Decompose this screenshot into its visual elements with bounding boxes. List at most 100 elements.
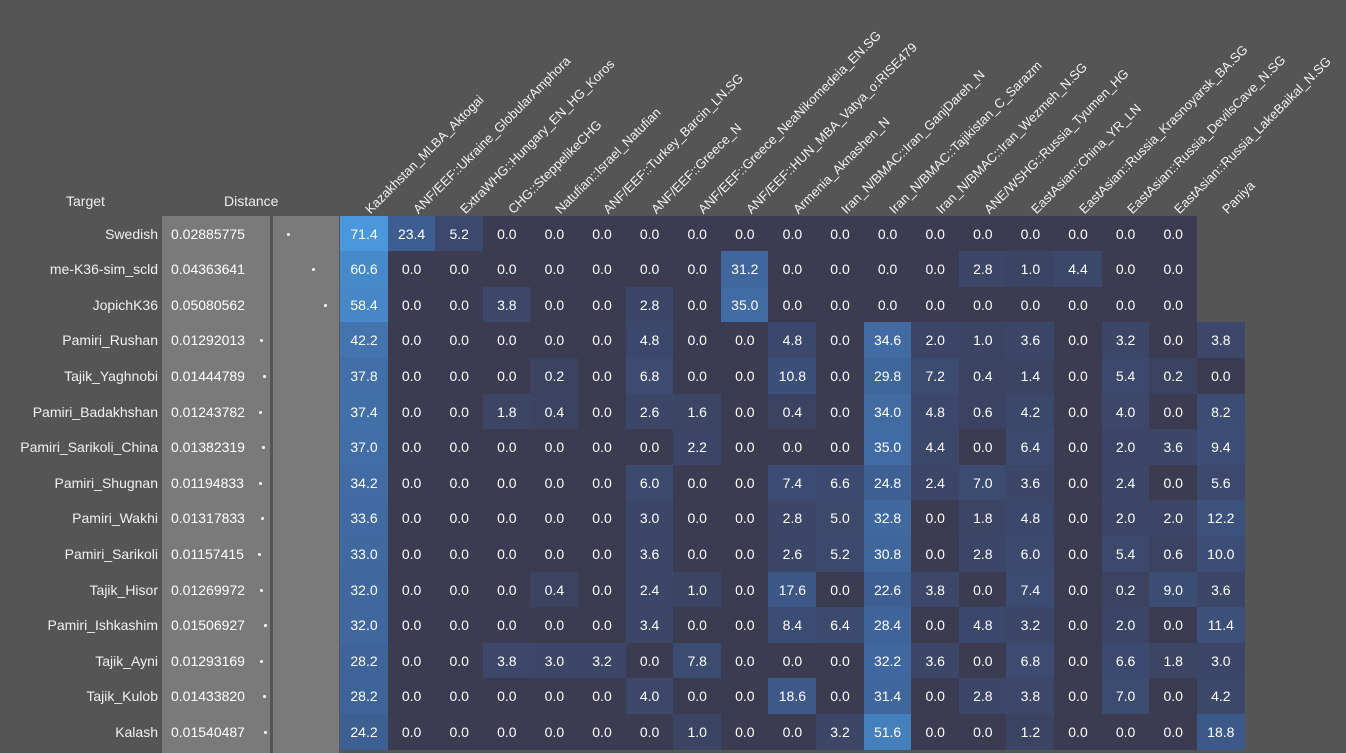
heatmap-cell: 0.0	[530, 322, 579, 359]
heatmap-cell: 0.0	[720, 357, 769, 394]
heatmap-cell: 28.4	[863, 607, 912, 644]
heatmap-cell: 7.4	[1006, 571, 1055, 608]
heatmap-cell: 0.0	[720, 500, 769, 537]
heatmap-cell: 3.6	[1149, 429, 1198, 466]
heatmap-cell: 0.0	[673, 678, 722, 715]
heatmap-cell: 0.0	[863, 215, 912, 252]
heatmap-cell: 4.2	[1196, 678, 1245, 715]
heatmap-cell: 0.0	[387, 642, 436, 679]
heatmap-cell: 0.0	[816, 286, 864, 323]
heatmap-cell: 0.0	[482, 500, 531, 537]
heatmap-cell: 0.0	[387, 571, 436, 608]
heatmap-cell: 17.6	[768, 571, 817, 608]
heatmap-cell: 9.4	[1196, 429, 1245, 466]
heatmap-cell: 0.0	[958, 713, 1007, 750]
heatmap-cell: 4.0	[1101, 393, 1150, 430]
heatmap-cell: 0.2	[1101, 571, 1150, 608]
heatmap-cell: 35.0	[863, 429, 912, 466]
heatmap-cell: 0.0	[530, 713, 579, 750]
heatmap-cell: 2.6	[768, 535, 817, 572]
heatmap-cell: 3.6	[1006, 464, 1055, 501]
heatmap-cell: 3.6	[625, 535, 674, 572]
heatmap-cell: 8.4	[768, 607, 817, 644]
heatmap-cell: 0.0	[482, 713, 531, 750]
heatmap-cell: 0.0	[578, 251, 626, 288]
heatmap-cell: 0.0	[578, 713, 626, 750]
row-label: Pamiri_Shugnan	[54, 474, 158, 491]
heatmap-cell: 0.0	[1149, 464, 1198, 501]
heatmap-cell: 31.4	[863, 678, 912, 715]
heatmap-cell: 0.0	[435, 322, 484, 359]
row-label: Kalash	[115, 723, 158, 740]
heatmap-cell: 0.0	[530, 500, 579, 537]
heatmap-cell: 1.8	[958, 500, 1007, 537]
heatmap-cell: 4.4	[1054, 251, 1102, 288]
heatmap-cell: 0.0	[578, 607, 626, 644]
heatmap-cell: 7.2	[911, 357, 960, 394]
heatmap-cell: 0.0	[911, 251, 960, 288]
heatmap-cell: 2.8	[958, 535, 1007, 572]
heatmap-cell: 3.8	[482, 286, 531, 323]
heatmap-cell: 0.0	[816, 215, 864, 252]
heatmap-cell: 33.6	[340, 500, 388, 537]
heatmap-cell: 3.6	[1006, 322, 1055, 359]
heatmap-cell: 0.0	[720, 607, 769, 644]
row-label: me-K36-sim_scld	[49, 261, 158, 278]
target-header: Target	[66, 193, 105, 209]
heatmap-cell: 12.2	[1196, 500, 1245, 537]
row-label: Pamiri_Wakhi	[72, 510, 158, 527]
heatmap-cell: 23.4	[387, 215, 436, 252]
heatmap-cell: 0.0	[578, 571, 626, 608]
heatmap-cell: 18.8	[1196, 713, 1245, 750]
heatmap-cell: 0.0	[578, 357, 626, 394]
heatmap-cell: 0.0	[1054, 642, 1102, 679]
heatmap-cell: 31.2	[720, 251, 769, 288]
heatmap-cell: 28.2	[340, 642, 388, 679]
heatmap-cell: 1.0	[958, 322, 1007, 359]
heatmap-cell: 0.0	[1149, 607, 1198, 644]
heatmap-cell: 32.0	[340, 571, 388, 608]
row-label: Tajik_Ayni	[95, 652, 158, 669]
heatmap-cell: 0.0	[530, 251, 579, 288]
heatmap-cell: 2.2	[673, 429, 722, 466]
heatmap-cell: 0.0	[768, 251, 817, 288]
heatmap-cell: 0.0	[435, 713, 484, 750]
distance-dot	[262, 695, 266, 699]
heatmap-cell: 2.8	[958, 251, 1007, 288]
heatmap-cell: 32.0	[340, 607, 388, 644]
heatmap-cell: 4.8	[911, 393, 960, 430]
heatmap-cell: 0.0	[578, 535, 626, 572]
heatmap-cell: 4.4	[911, 429, 960, 466]
heatmap-cell: 0.0	[1101, 713, 1150, 750]
heatmap-cell: 1.4	[1006, 357, 1055, 394]
heatmap-cell: 0.0	[720, 322, 769, 359]
heatmap-cell: 0.2	[530, 357, 579, 394]
distance-dot	[260, 659, 264, 663]
heatmap-cell: 2.0	[1101, 429, 1150, 466]
heatmap-cell: 42.2	[340, 322, 388, 359]
heatmap-cell: 0.0	[720, 429, 769, 466]
heatmap-cell: 0.0	[1149, 322, 1198, 359]
heatmap-cell: 28.2	[340, 678, 388, 715]
heatmap-cell: 0.0	[435, 642, 484, 679]
heatmap-cell: 1.2	[1006, 713, 1055, 750]
heatmap-cell: 0.0	[911, 500, 960, 537]
heatmap-cell: 0.0	[768, 642, 817, 679]
heatmap-cell: 0.0	[482, 357, 531, 394]
heatmap-cell: 0.0	[435, 357, 484, 394]
heatmap-cell: 6.6	[816, 464, 864, 501]
heatmap-cell: 1.0	[673, 713, 722, 750]
heatmap-cell: 0.0	[816, 642, 864, 679]
distance-value: 0.05080562	[171, 296, 245, 313]
heatmap-cell: 34.2	[340, 464, 388, 501]
heatmap-cell: 0.0	[387, 286, 436, 323]
heatmap-cell: 0.0	[768, 713, 817, 750]
heatmap-cell: 5.0	[816, 500, 864, 537]
heatmap-cell: 0.0	[768, 429, 817, 466]
heatmap-cell: 0.0	[673, 322, 722, 359]
heatmap-cell: 2.4	[1101, 464, 1150, 501]
heatmap-cell: 0.0	[625, 429, 674, 466]
distance-value: 0.02885775	[171, 225, 245, 242]
heatmap-cell: 0.0	[673, 500, 722, 537]
heatmap-cell: 0.0	[578, 678, 626, 715]
